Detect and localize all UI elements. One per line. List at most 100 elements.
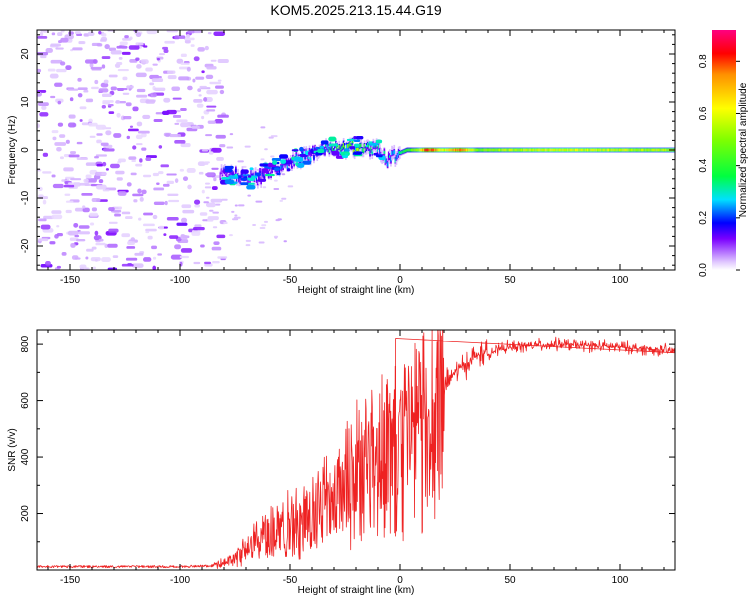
spectrogram-signal-core	[483, 148, 486, 152]
spectrogram-noise-cell	[125, 257, 138, 261]
spectrogram-noise-cell	[200, 244, 205, 248]
spectrogram-signal-core	[325, 143, 327, 147]
spectrogram-signal-core	[371, 150, 374, 155]
spectrogram-noise-cell	[42, 30, 49, 33]
spectrogram-signal-core	[557, 148, 559, 152]
spectrogram-signal-core	[401, 150, 403, 154]
spectrogram-signal-core	[397, 151, 400, 156]
spectrogram-noise-cell	[73, 222, 79, 228]
spectrogram-noise-cell	[118, 56, 123, 60]
spectrogram-noise-cell	[172, 115, 182, 118]
spectrogram-signal-core	[356, 147, 358, 153]
spectrogram-noise-cell	[37, 123, 40, 129]
spectrogram-noise-cell	[242, 165, 247, 168]
spectrogram-signal-core	[408, 148, 411, 152]
spectrogram-noise-cell	[79, 264, 87, 270]
spectrogram-signal-clump	[264, 174, 275, 177]
spectrogram-signal-clump	[353, 135, 357, 140]
spectrogram-noise-cell	[201, 70, 205, 74]
spectrogram-signal-core	[588, 148, 590, 152]
spectrogram-signal-core	[508, 148, 511, 152]
spectrogram-noise-cell	[105, 130, 112, 136]
spectrogram-signal-clump	[331, 150, 340, 156]
spectrogram-noise-cell	[138, 217, 142, 221]
spectrogram-signal-clump	[295, 162, 299, 167]
spectrogram-signal-core	[393, 150, 396, 155]
spectrogram-noise-cell	[162, 46, 169, 50]
spectrogram-noise-cell	[193, 227, 205, 231]
spectrogram-noise-cell	[72, 47, 83, 51]
spectrogram-noise-cell	[182, 209, 195, 214]
spectrogram-noise-cell	[219, 144, 226, 148]
spectrogram-noise-cell	[139, 196, 144, 202]
spectrogram-signal-core	[492, 148, 495, 152]
spectrogram-noise-cell	[101, 172, 107, 176]
spectrogram-noise-cell	[124, 35, 129, 39]
x-tick-label: 50	[504, 275, 516, 286]
spectrogram-signal-core	[526, 148, 529, 152]
spectrogram-signal-core	[383, 150, 386, 155]
spectrogram-noise-cell	[113, 133, 122, 138]
spectrogram-noise-cell	[145, 230, 150, 234]
spectrogram-signal-core	[548, 148, 551, 152]
spectrogram-signal-core	[387, 154, 390, 158]
spectrogram-signal-core	[238, 177, 240, 182]
spectrogram-noise-cell	[38, 102, 49, 107]
spectrogram-noise-cell	[98, 88, 109, 93]
colorbar-tick-label: 0.0	[698, 263, 709, 277]
spectrogram-noise-cell	[247, 194, 251, 197]
spectrogram-noise-cell	[76, 33, 83, 36]
spectrogram-signal-core	[611, 148, 613, 152]
spectrogram-noise-cell	[209, 209, 214, 212]
spectrogram-noise-cell	[215, 203, 221, 206]
spectrogram-noise-cell	[142, 257, 152, 262]
spectrogram-noise-cell	[221, 198, 228, 201]
spectrogram-noise-cell	[43, 215, 54, 220]
snr-panel: -150 -100 -50 0 50 100 200 400 600 800 Height of…	[7, 329, 676, 596]
spectrogram-noise-cell	[107, 103, 114, 107]
spectrogram-noise-cell	[107, 243, 118, 248]
spectrogram-signal-clump	[224, 179, 235, 185]
spectrogram-signal-core	[562, 148, 565, 152]
spectrogram-signal-core	[286, 164, 289, 170]
spectrogram-signal-core	[442, 148, 445, 152]
spectrogram-noise-cell	[234, 204, 238, 207]
spectrogram-noise-cell	[140, 59, 149, 64]
spectrogram-noise-cell	[202, 219, 208, 222]
spectrogram-noise-cell	[130, 172, 137, 176]
spectrogram-signal-core	[493, 148, 496, 152]
spectrogram-noise-cell	[121, 263, 134, 267]
spectrogram-signal-core	[550, 148, 553, 152]
spectrogram-signal-clump	[246, 184, 256, 190]
spectrogram-noise-cell	[179, 168, 184, 172]
spectrogram-signal-core	[574, 148, 577, 152]
spectrogram-noise-cell	[125, 216, 133, 220]
spectrogram-noise-cell	[193, 261, 201, 265]
spectrogram-signal-core	[599, 148, 601, 152]
spectrogram-noise-cell	[178, 76, 190, 81]
spectrogram-signal-core	[558, 148, 561, 152]
spectrogram-noise-cell	[216, 234, 226, 239]
spectrogram-noise-cell	[90, 257, 101, 262]
spectrogram-signal-core	[455, 148, 457, 152]
spectrogram-signal-core	[571, 148, 574, 152]
spectrogram-noise-cell	[57, 32, 63, 37]
spectrogram-signal-core	[555, 148, 557, 152]
spectrogram-signal-core	[480, 148, 482, 152]
spectrogram-signal-core	[573, 148, 576, 152]
spectrogram-signal-core	[426, 148, 429, 152]
y-tick-label: 0	[20, 147, 31, 153]
spectrogram-noise-cell	[89, 62, 94, 68]
spectrogram-signal-core	[533, 148, 535, 152]
x-tick-label: -100	[170, 575, 190, 586]
spectrogram-noise-cell	[103, 79, 109, 84]
spectrogram-signal-core	[394, 158, 397, 163]
spectrogram-signal-core	[595, 148, 598, 152]
spectrogram-signal-clump	[315, 146, 320, 150]
spectrogram-noise-cell	[203, 201, 209, 204]
spectrogram-noise-cell	[101, 56, 111, 59]
spectrogram-noise-cell	[136, 94, 148, 98]
spectrogram-noise-cell	[108, 47, 117, 51]
spectrogram-noise-cell	[152, 63, 158, 66]
spectrogram-signal-clump	[375, 139, 383, 144]
